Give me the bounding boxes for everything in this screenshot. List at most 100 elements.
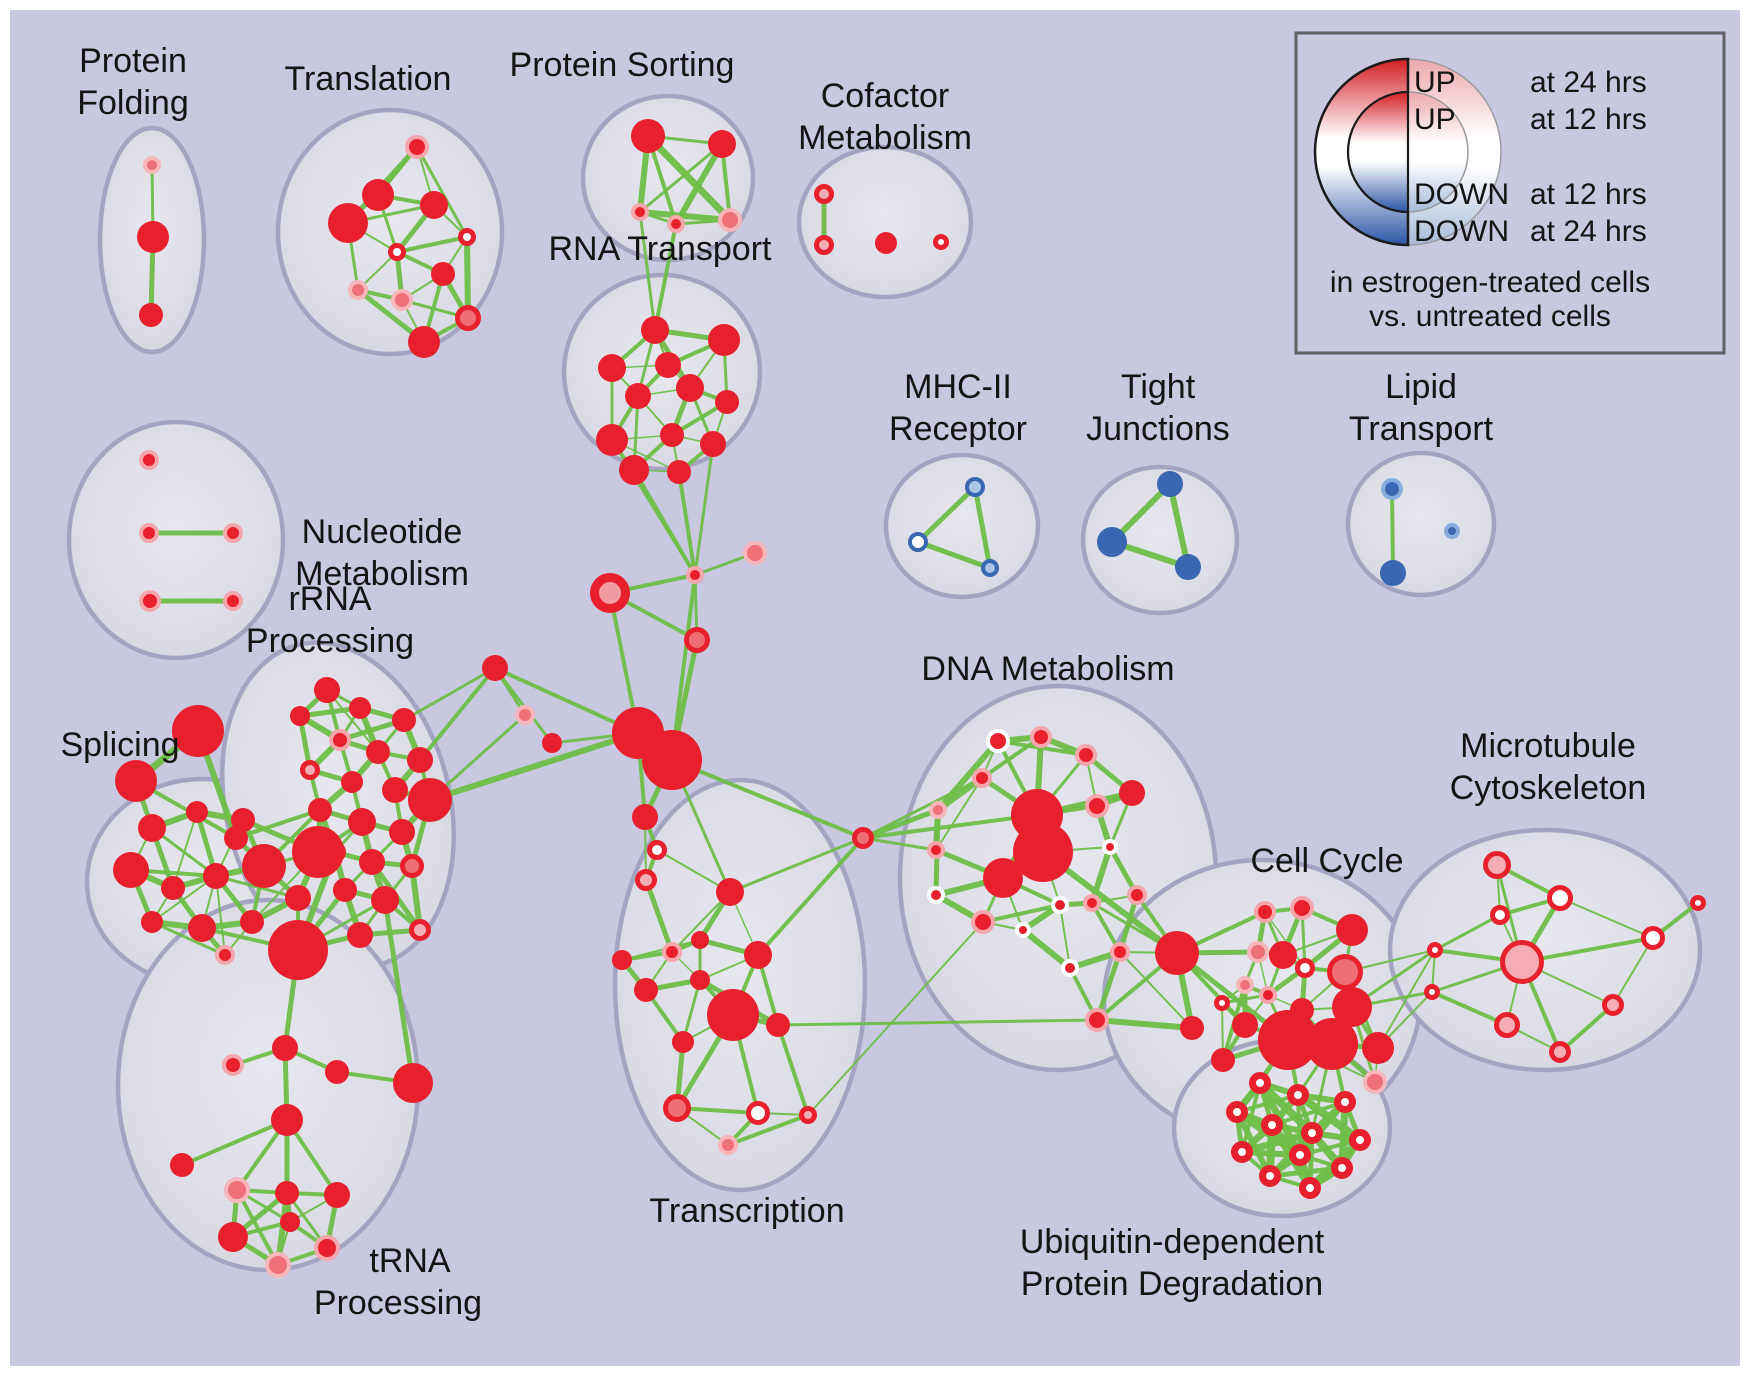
network-node-u10 bbox=[1259, 1165, 1281, 1187]
network-node-y2 bbox=[515, 705, 535, 725]
network-edge bbox=[418, 666, 497, 762]
network-node-d22 bbox=[1180, 1016, 1204, 1040]
network-node-mc11 bbox=[1690, 895, 1706, 911]
network-node-tr1 bbox=[632, 804, 658, 830]
network-node-ps1 bbox=[631, 119, 665, 153]
network-node-d3 bbox=[1075, 744, 1097, 766]
network-edge bbox=[402, 666, 497, 722]
network-node-d4 bbox=[972, 768, 992, 788]
network-edge bbox=[980, 735, 1043, 780]
network-node-tj3 bbox=[1175, 554, 1201, 580]
network-node-mc5 bbox=[1500, 940, 1544, 984]
network-edge bbox=[756, 836, 865, 957]
network-node-u9 bbox=[1289, 1144, 1311, 1166]
cluster-label-mhc: MHC-II bbox=[904, 368, 1012, 406]
network-node-tr16 bbox=[746, 1101, 770, 1125]
cluster-label-protein_sorting: Protein Sorting bbox=[510, 46, 735, 84]
network-node-t5 bbox=[458, 228, 476, 246]
network-node-u1 bbox=[1249, 1072, 1271, 1094]
network-node-tn8 bbox=[275, 1181, 299, 1205]
network-node-tr9 bbox=[634, 978, 658, 1002]
network-node-r1 bbox=[641, 316, 669, 344]
network-edge bbox=[1612, 937, 1654, 1006]
network-node-rr5 bbox=[329, 729, 351, 751]
network-node-ps5 bbox=[718, 208, 742, 232]
network-edge bbox=[151, 875, 217, 923]
network-node-d11 bbox=[927, 841, 945, 859]
network-node-c4 bbox=[1247, 941, 1269, 963]
network-node-r5 bbox=[676, 374, 704, 402]
network-node-rr13 bbox=[348, 808, 376, 836]
network-edge bbox=[861, 813, 1039, 840]
network-node-d14 bbox=[927, 886, 945, 904]
network-node-tj1 bbox=[1157, 471, 1183, 497]
network-node-tr17 bbox=[718, 1135, 738, 1155]
network-edge bbox=[235, 1188, 280, 1267]
network-edge bbox=[1558, 1003, 1615, 1054]
network-node-u12 bbox=[1299, 1177, 1321, 1199]
nodes-layer bbox=[113, 119, 1706, 1278]
network-edge bbox=[395, 235, 469, 254]
network-node-d19 bbox=[1061, 959, 1079, 977]
network-node-l3 bbox=[1444, 523, 1460, 539]
network-node-ch2 bbox=[642, 730, 702, 790]
network-node-r3 bbox=[598, 354, 626, 382]
network-node-tr8 bbox=[691, 931, 709, 949]
network-node-u11 bbox=[1331, 1157, 1353, 1179]
network-node-u8 bbox=[1231, 1141, 1253, 1163]
cluster-label-protein_folding: Protein bbox=[79, 42, 187, 80]
network-node-t11 bbox=[408, 326, 440, 358]
network-node-rr17 bbox=[400, 854, 424, 878]
legend-ring-inner-right bbox=[1407, 91, 1469, 213]
network-node-x3 bbox=[743, 541, 767, 565]
network-node-mc4 bbox=[1427, 942, 1443, 958]
network-node-t2 bbox=[362, 179, 394, 211]
cluster-label-trna: Processing bbox=[314, 1284, 482, 1322]
network-node-mc1 bbox=[1483, 851, 1511, 879]
network-node-pf3 bbox=[139, 303, 163, 327]
network-node-tr14 bbox=[766, 1013, 790, 1037]
network-node-rr1 bbox=[314, 677, 340, 703]
network-edge bbox=[638, 142, 724, 214]
cluster-label-trna: tRNA bbox=[369, 1242, 451, 1280]
cluster-label-nucleotide: Metabolism bbox=[295, 555, 469, 593]
cluster-ellipse-trna bbox=[115, 897, 421, 1273]
network-edge bbox=[1294, 1091, 1364, 1144]
network-node-d17 bbox=[1051, 896, 1069, 914]
network-node-d21 bbox=[1085, 1008, 1109, 1032]
network-node-tr4 bbox=[716, 878, 744, 906]
network-edge bbox=[807, 921, 984, 1116]
network-node-u6 bbox=[1301, 1122, 1323, 1144]
network-node-rr11 bbox=[408, 778, 452, 822]
network-node-t7 bbox=[431, 262, 455, 286]
network-node-spl8 bbox=[141, 911, 163, 933]
network-node-ps2 bbox=[708, 130, 736, 158]
network-node-mc3 bbox=[1490, 905, 1510, 925]
cluster-ellipse-mhc bbox=[883, 452, 1041, 600]
cluster-label-rrna: Processing bbox=[246, 622, 414, 660]
cluster-label-ubiquitin: Ubiquitin-dependent bbox=[1020, 1223, 1325, 1261]
network-node-dcc bbox=[1155, 931, 1199, 975]
network-node-mc2 bbox=[1547, 885, 1573, 911]
network-node-u4 bbox=[1226, 1101, 1248, 1123]
network-node-spt1 bbox=[172, 705, 224, 757]
network-node-tn5 bbox=[271, 1104, 303, 1136]
network-node-rr18 bbox=[333, 878, 357, 902]
network-node-t9 bbox=[391, 289, 413, 311]
network-edge bbox=[915, 539, 993, 571]
network-node-c10 bbox=[1214, 995, 1230, 1011]
network-node-d2 bbox=[1030, 726, 1052, 748]
network-edge bbox=[677, 470, 697, 577]
network-edge bbox=[215, 875, 226, 956]
cluster-ellipse-tight_junctions bbox=[1080, 464, 1240, 616]
network-node-ps4 bbox=[667, 215, 685, 233]
network-node-d10 bbox=[983, 858, 1023, 898]
network-node-spl4 bbox=[113, 852, 149, 888]
network-node-rr21 bbox=[347, 922, 373, 948]
network-node-x4 bbox=[684, 627, 710, 653]
network-node-tj2 bbox=[1097, 527, 1127, 557]
labels-layer: Protein Folding Translation Protein Sorting… bbox=[60, 42, 1646, 1322]
network-node-tn13 bbox=[265, 1252, 291, 1278]
network-node-u2 bbox=[1287, 1084, 1309, 1106]
